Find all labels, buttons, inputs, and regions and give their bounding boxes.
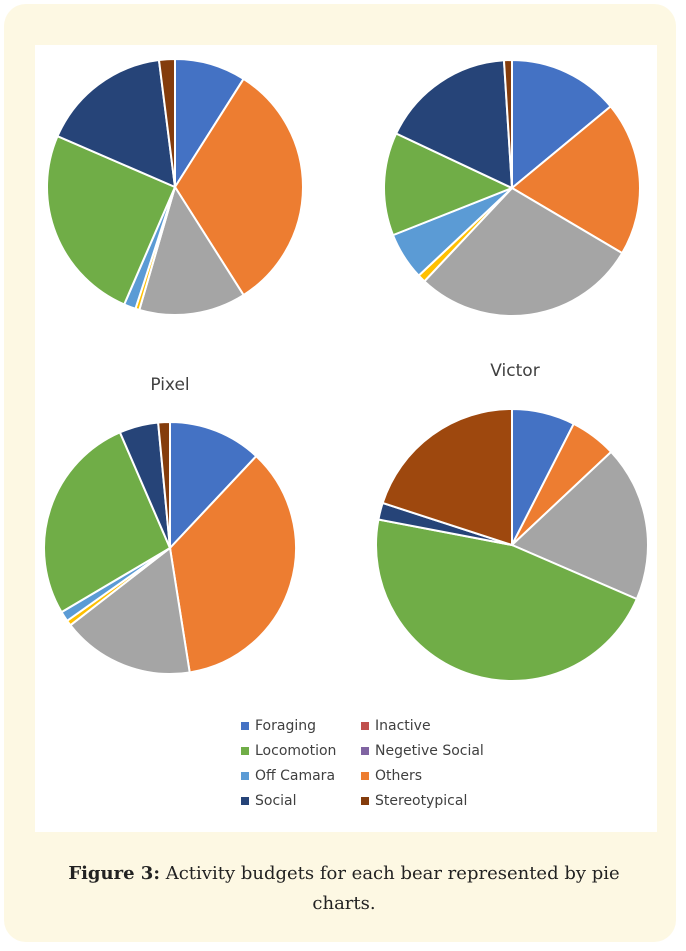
pie-slice: [138, 184, 245, 316]
legend-swatch: [361, 772, 369, 780]
legend-swatch: [241, 772, 249, 780]
pie-slice: [510, 105, 641, 255]
legend-label: Stereotypical: [375, 793, 467, 809]
pie-slice: [69, 546, 191, 675]
pie-slice: [422, 186, 624, 317]
pie-slice: [173, 77, 304, 297]
legend-swatch: [241, 722, 249, 730]
legend-label: Off Camara: [255, 768, 335, 784]
pie-slice: [157, 57, 176, 188]
pie-title: Pixel: [150, 375, 189, 395]
legend-swatch: [241, 747, 249, 755]
caption-text: Activity budgets for each bear represent…: [165, 863, 620, 914]
pie-slice: [510, 450, 649, 601]
pie-slice: [381, 407, 513, 547]
pie-slice: [375, 518, 639, 682]
pie-slice: [383, 132, 515, 237]
pie-slice: [157, 420, 171, 549]
figure-frame: Pixel Victor Foraging Inactive Locomotion Neg…: [4, 4, 676, 942]
caption: Figure 3: Activity budgets for each bear…: [44, 859, 644, 919]
pie-slice: [169, 420, 258, 551]
legend-label: Locomotion: [255, 743, 336, 759]
legend-swatch: [361, 797, 369, 805]
caption-label: Figure 3:: [68, 863, 160, 884]
pie-slice: [56, 58, 177, 189]
legend-swatch: [361, 747, 369, 755]
legend-swatch: [361, 722, 369, 730]
pie-slice: [46, 134, 177, 306]
chart: Pixel Victor Foraging Inactive Locomotion Neg…: [43, 57, 649, 809]
legend-label: Foraging: [255, 718, 316, 734]
pie-slice: [511, 58, 613, 191]
figure-panel: Pixel Victor Foraging Inactive Locomotion Neg…: [35, 45, 657, 832]
pie-title: Victor: [490, 361, 539, 381]
pie-slice: [394, 59, 514, 190]
legend-label: Social: [255, 793, 297, 809]
legend-label: Others: [375, 768, 422, 784]
legend-label: Negetive Social: [375, 743, 484, 759]
pie-slice: [168, 454, 297, 674]
pie-slice: [502, 58, 513, 189]
legend-swatch: [241, 797, 249, 805]
legend-label: Inactive: [375, 718, 431, 734]
